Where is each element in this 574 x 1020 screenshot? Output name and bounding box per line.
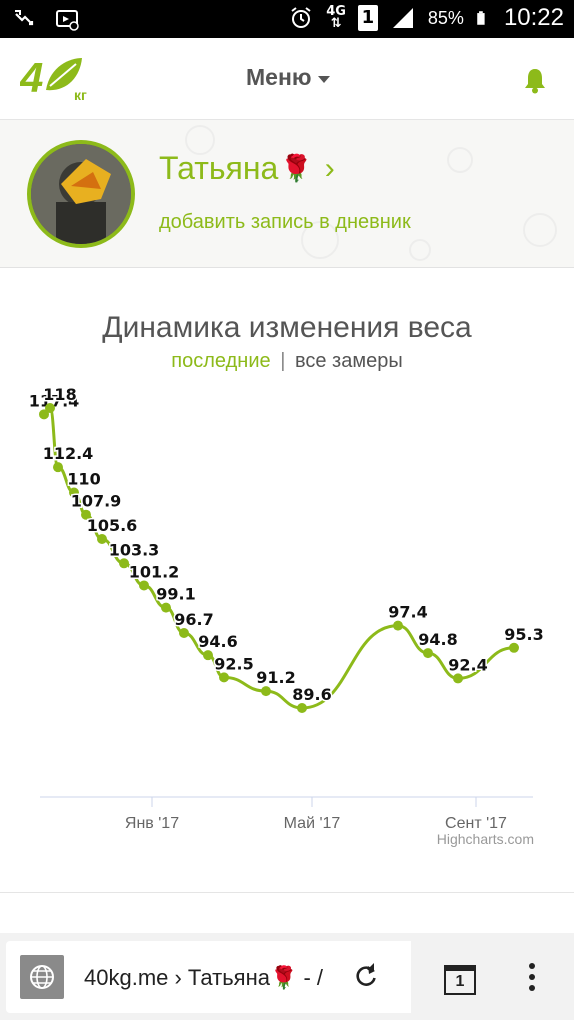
logo-icon[interactable]: 4 кг — [20, 54, 92, 102]
svg-text:4: 4 — [20, 54, 43, 101]
avatar[interactable] — [27, 140, 135, 248]
data-label: 94.6 — [198, 632, 237, 651]
chart-title: Динамика изменения веса — [102, 311, 472, 344]
data-point — [203, 650, 213, 661]
data-label: 89.6 — [292, 685, 331, 704]
data-point — [509, 642, 519, 653]
add-diary-entry-link[interactable]: добавить запись в дневник — [159, 211, 411, 233]
data-point — [161, 602, 171, 613]
address-bar[interactable] — [6, 941, 411, 1013]
data-point — [219, 672, 229, 683]
data-label: 117.4 — [29, 391, 80, 410]
data-label: 92.5 — [214, 654, 253, 673]
data-label: 107.9 — [71, 492, 122, 511]
data-label: 92.4 — [448, 655, 487, 674]
data-label: 96.7 — [174, 610, 213, 629]
clock: 10:22 — [503, 4, 564, 31]
battery-icon — [477, 11, 485, 25]
signal-icon — [392, 8, 413, 28]
profile-header: Татьяна 🌹 › добавить запись в дневник — [0, 120, 574, 268]
data-label: 94.8 — [418, 630, 457, 649]
x-tick-label: Май '17 — [284, 815, 341, 832]
highcharts-credits[interactable]: Highcharts.com — [436, 831, 534, 847]
data-label: 101.2 — [129, 562, 180, 581]
user-name: Татьяна — [159, 150, 279, 186]
x-tick-label: Сент '17 — [445, 815, 507, 832]
app-header: 4 кг Меню — [0, 38, 574, 120]
logo-text: кг — [74, 87, 87, 102]
rose-emoji: 🌹 — [280, 153, 313, 183]
browser-bar: 40kg.me › Татьяна🌹 - / 1 — [0, 933, 574, 1020]
data-point — [53, 462, 63, 473]
data-point — [97, 533, 107, 544]
data-point — [179, 628, 189, 638]
data-point — [139, 580, 149, 591]
battery-percent: 85% — [427, 7, 464, 28]
data-point — [453, 673, 463, 684]
tab-recent[interactable]: последние — [171, 350, 271, 372]
background-pattern — [185, 125, 557, 261]
data-label: 112.4 — [43, 444, 94, 463]
data-label: 99.1 — [156, 585, 195, 604]
data-label: 105.6 — [87, 516, 138, 535]
cast-icon — [56, 10, 79, 31]
network-indicator: 4G ⇅ — [326, 4, 346, 31]
data-label: 118 — [43, 385, 76, 404]
menu-button[interactable]: Меню — [246, 64, 330, 91]
menu-label: Меню — [246, 64, 312, 90]
url-text[interactable]: 40kg.me › Татьяна🌹 - / — [84, 965, 324, 990]
bell-icon[interactable] — [521, 66, 549, 94]
data-label: 110 — [67, 470, 100, 489]
data-point — [261, 686, 271, 697]
sim-badge: 1 — [357, 5, 378, 31]
data-point — [81, 509, 91, 520]
tab-separator: | — [280, 350, 286, 372]
status-bar: 4G ⇅ 1 85% 10:22 — [0, 0, 574, 38]
tab-all-measurements[interactable]: все замеры — [294, 350, 403, 372]
user-name-link[interactable]: Татьяна 🌹 › — [159, 150, 335, 187]
more-icon[interactable] — [524, 963, 540, 993]
data-point — [393, 620, 403, 631]
data-point — [423, 648, 433, 659]
x-tick-label: Янв '17 — [125, 815, 179, 832]
globe-icon[interactable] — [20, 955, 64, 999]
chart-tabs: последние | все замеры — [0, 350, 574, 373]
reload-icon[interactable] — [353, 963, 379, 989]
data-point — [297, 703, 307, 713]
avatar-image — [31, 144, 131, 244]
data-point — [69, 487, 79, 498]
data-point — [45, 403, 55, 413]
data-label: 91.2 — [256, 668, 295, 687]
tabs-icon[interactable]: 1 — [444, 965, 476, 995]
caret-down-icon — [317, 75, 330, 83]
weight-chart-card: Динамика изменения веса последние | все … — [0, 268, 574, 893]
alarm-icon — [291, 7, 311, 28]
data-label: 97.4 — [388, 603, 427, 622]
data-point — [39, 409, 49, 420]
missed-call-icon — [15, 10, 34, 26]
chevron-right-icon: › — [324, 151, 335, 185]
data-label: 95.3 — [504, 625, 543, 644]
address-bar-arrow — [395, 941, 411, 1013]
data-point — [119, 558, 129, 569]
data-label: 103.3 — [109, 540, 160, 559]
